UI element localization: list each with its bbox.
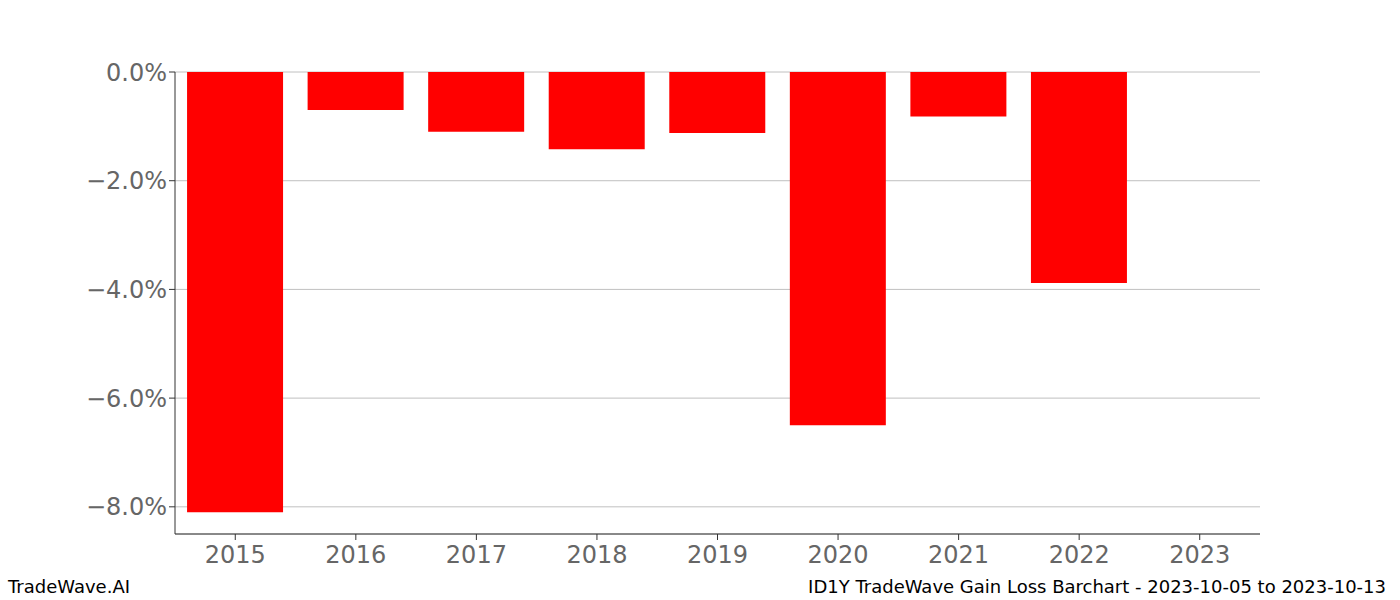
svg-text:−6.0%: −6.0%	[86, 385, 167, 413]
html-text:ID1Y TradeWave Gain Loss Barch: ID1Y TradeWave Gain Loss Barchart - 2023…	[808, 576, 1386, 597]
svg-text:2021: 2021	[928, 541, 989, 569]
svg-text:2020: 2020	[808, 541, 869, 569]
svg-text:2016: 2016	[325, 541, 386, 569]
svg-text:2015: 2015	[205, 541, 266, 569]
svg-text:−4.0%: −4.0%	[86, 276, 167, 304]
svg-text:−2.0%: −2.0%	[86, 167, 167, 195]
svg-text:2023: 2023	[1169, 541, 1230, 569]
svg-text:0.0%: 0.0%	[106, 59, 167, 87]
svg-text:2019: 2019	[687, 541, 748, 569]
svg-text:−8.0%: −8.0%	[86, 493, 167, 521]
svg-text:2022: 2022	[1049, 541, 1110, 569]
svg-text:2017: 2017	[446, 541, 507, 569]
svg-text:2018: 2018	[566, 541, 627, 569]
html-text:TradeWave.AI: TradeWave.AI	[8, 576, 130, 597]
